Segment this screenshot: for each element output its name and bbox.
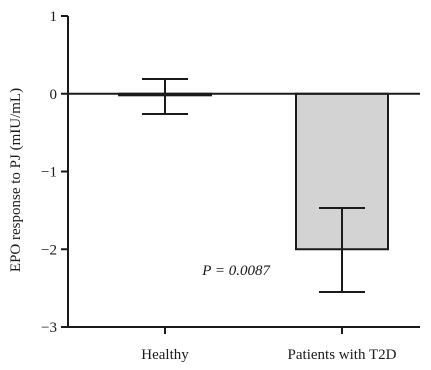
x-category-label-2: Patients with T2D bbox=[288, 347, 397, 363]
y-axis-title: EPO response to PJ (mIU/mL) bbox=[8, 88, 24, 272]
y-tick-label-4: −2 bbox=[41, 242, 57, 258]
x-category-label-1: Healthy bbox=[141, 347, 189, 363]
y-tick-label-2: 0 bbox=[50, 87, 58, 103]
y-tick-label-5: −3 bbox=[41, 320, 57, 336]
y-tick-label-3: −1 bbox=[41, 165, 57, 181]
plot-area: 1 0 −1 −2 −3 Healthy Patients with T2D bbox=[41, 9, 420, 363]
p-value-annotation: P = 0.0087 bbox=[201, 263, 271, 279]
y-tick-label-1: 1 bbox=[50, 9, 58, 25]
